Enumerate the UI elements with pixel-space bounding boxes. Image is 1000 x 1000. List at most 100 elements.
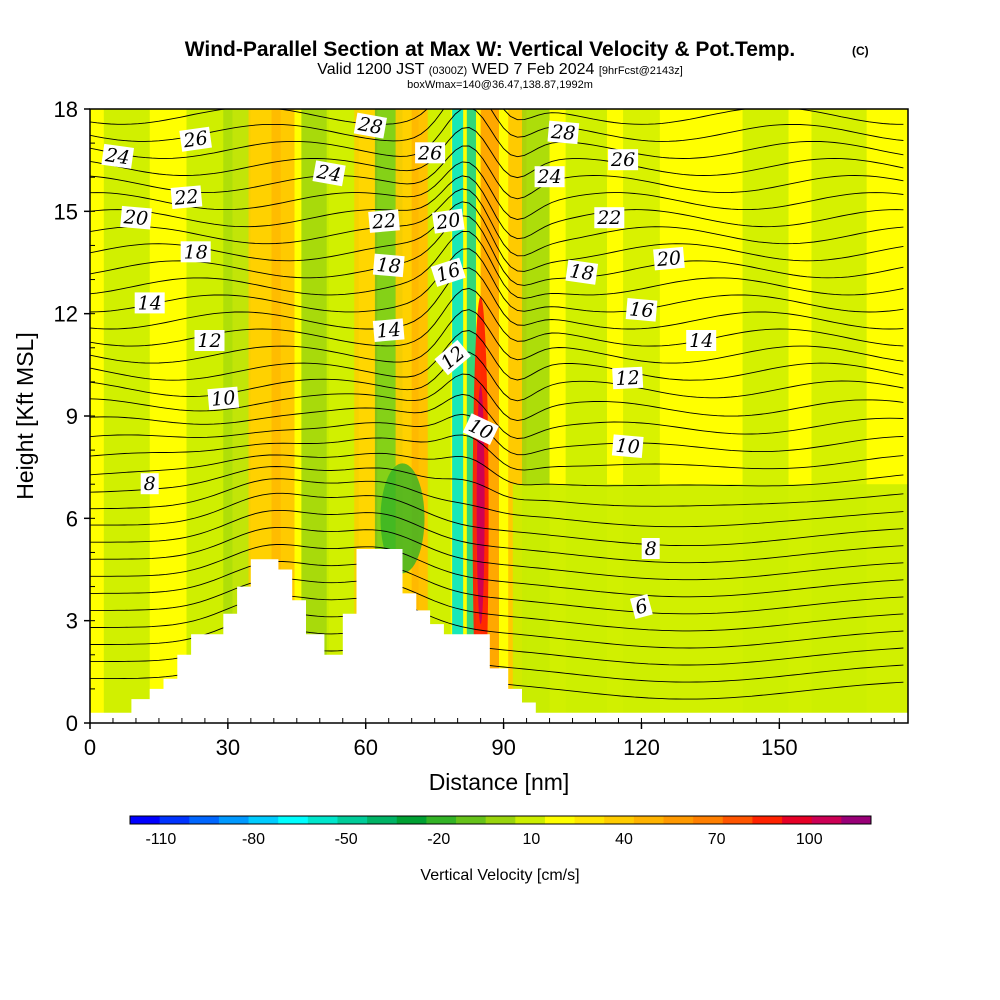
contour-label-box (432, 208, 465, 234)
isentrope-line (90, 434, 904, 471)
contour-label-text: 22 (172, 186, 199, 210)
contour-label-box (194, 330, 225, 351)
x-tick-label: 90 (491, 735, 515, 760)
colorbar-tick-label: -110 (145, 831, 176, 848)
isentrope-line (90, 373, 904, 422)
colorbar-swatch (159, 816, 190, 824)
x-axis-label: Distance [nm] (429, 769, 570, 795)
contour-label: 18 (565, 259, 599, 285)
contour-label-text: 20 (655, 247, 682, 271)
x-tick-label: 0 (84, 735, 96, 760)
valid-date: WED 7 Feb 2024 (472, 61, 595, 78)
contour-label-text: 22 (370, 210, 397, 234)
isentrope-line (90, 561, 904, 615)
forecast-info: [9hrFcst@2143z] (599, 65, 683, 77)
copyright-mark: (C) (852, 44, 869, 58)
y-axis-label: Height [Kft MSL] (12, 332, 38, 499)
contour-label-text: 20 (434, 209, 462, 234)
contour-label-text: 16 (628, 298, 654, 322)
y-tick-label: 0 (66, 711, 78, 736)
colorbar-tick-label: 40 (615, 831, 633, 848)
contour-label-box (170, 185, 203, 209)
contour-label-box (534, 166, 565, 188)
contour-label: 28 (547, 120, 580, 145)
contour-label-box (368, 209, 400, 233)
y-tick-label: 15 (54, 199, 78, 224)
contour-label-box (612, 366, 644, 390)
y-tick-label: 12 (54, 302, 78, 327)
isentrope-line (90, 330, 904, 381)
y-axis: 0 3 6 9 12 15 18 (54, 97, 95, 736)
isentrope-line (90, 109, 904, 142)
contour-label: 16 (625, 298, 658, 322)
isentrope-line (90, 161, 904, 220)
contour-label: 8 (641, 538, 660, 560)
contour-label: 10 (207, 386, 240, 411)
terrain (90, 549, 908, 723)
colorbar-swatch (456, 816, 487, 824)
isentrope-line (90, 231, 904, 299)
isentrope-line (90, 287, 904, 347)
y-tick-label: 6 (66, 506, 78, 531)
contour-label: 14 (134, 292, 165, 314)
colorbar-swatch (782, 816, 813, 824)
contour-label: 10 (611, 434, 644, 459)
x-tick-label: 30 (216, 735, 240, 760)
contour-label: 24 (312, 160, 346, 187)
colorbar-tick-label: -50 (335, 831, 358, 848)
contour-label-text: 18 (568, 260, 595, 285)
contour-label-box (180, 241, 211, 263)
contour-labels: 26 24 22 20 18 14 12 10 8 28 26 24 22 20 18 16 14 12 10 28 2… (101, 112, 717, 619)
box-info: boxWmax=140@36.47,138.87,1992m (407, 79, 593, 91)
valid-time-local: Valid 1200 JST (317, 61, 425, 78)
colorbar-swatch (693, 816, 724, 824)
colorbar-swatch (189, 816, 220, 824)
contour-label: 22 (368, 209, 400, 234)
colorbar-swatch (426, 816, 457, 824)
contour-label-text: 24 (103, 144, 131, 169)
valid-time-utc: (0300Z) (429, 65, 468, 77)
colorbar-swatch (218, 816, 250, 824)
isentrope-line (90, 595, 904, 649)
contour-label: 22 (594, 207, 625, 229)
velocity-region (512, 484, 908, 723)
plot-area: 26 24 22 20 18 14 12 10 8 28 26 24 22 20 18 16 14 12 10 28 2… (90, 109, 908, 723)
contour-label-text: 14 (689, 330, 713, 352)
contour-label-text: 14 (376, 319, 402, 343)
colorbar-swatch (722, 816, 753, 824)
contour-label-box (686, 330, 717, 351)
isentrope-line (90, 188, 904, 257)
contour-label-text: 14 (138, 292, 162, 314)
contour-label-text: 10 (210, 387, 236, 411)
velocity-band (452, 109, 464, 723)
contour-label-text: 22 (596, 207, 621, 229)
x-tick-label: 150 (761, 735, 798, 760)
contour-label-box (462, 413, 499, 446)
chart-title: Wind-Parallel Section at Max W: Vertical… (185, 38, 796, 61)
contour-label-text: 26 (610, 149, 635, 171)
contour-label-box (608, 149, 639, 171)
isentrope-line (90, 478, 904, 528)
isentrope-line (90, 492, 904, 547)
isentrope-line (90, 526, 904, 581)
contour-label-box (312, 160, 346, 187)
isentrope-line (90, 175, 904, 240)
contour-label: 6 (629, 594, 653, 619)
contour-label: 20 (653, 246, 685, 271)
colorbar-label: Vertical Velocity [cm/s] (420, 867, 579, 884)
contour-label: 18 (372, 253, 405, 278)
contour-label-box (179, 126, 212, 152)
colorbar-swatch (515, 816, 546, 824)
contour-label-box (629, 594, 653, 619)
contour-label: 28 (353, 112, 387, 139)
isentrope-line (90, 127, 904, 179)
isentrope-line (90, 215, 904, 286)
contour-label-text: 6 (633, 595, 650, 619)
contour-label-box (207, 386, 240, 411)
contour-label: 26 (415, 142, 446, 164)
contour-label-box (372, 253, 405, 278)
velocity-band (103, 109, 150, 723)
x-axis: 0 30 60 90 120 150 (84, 718, 895, 760)
contour-label-text: 26 (417, 142, 442, 164)
